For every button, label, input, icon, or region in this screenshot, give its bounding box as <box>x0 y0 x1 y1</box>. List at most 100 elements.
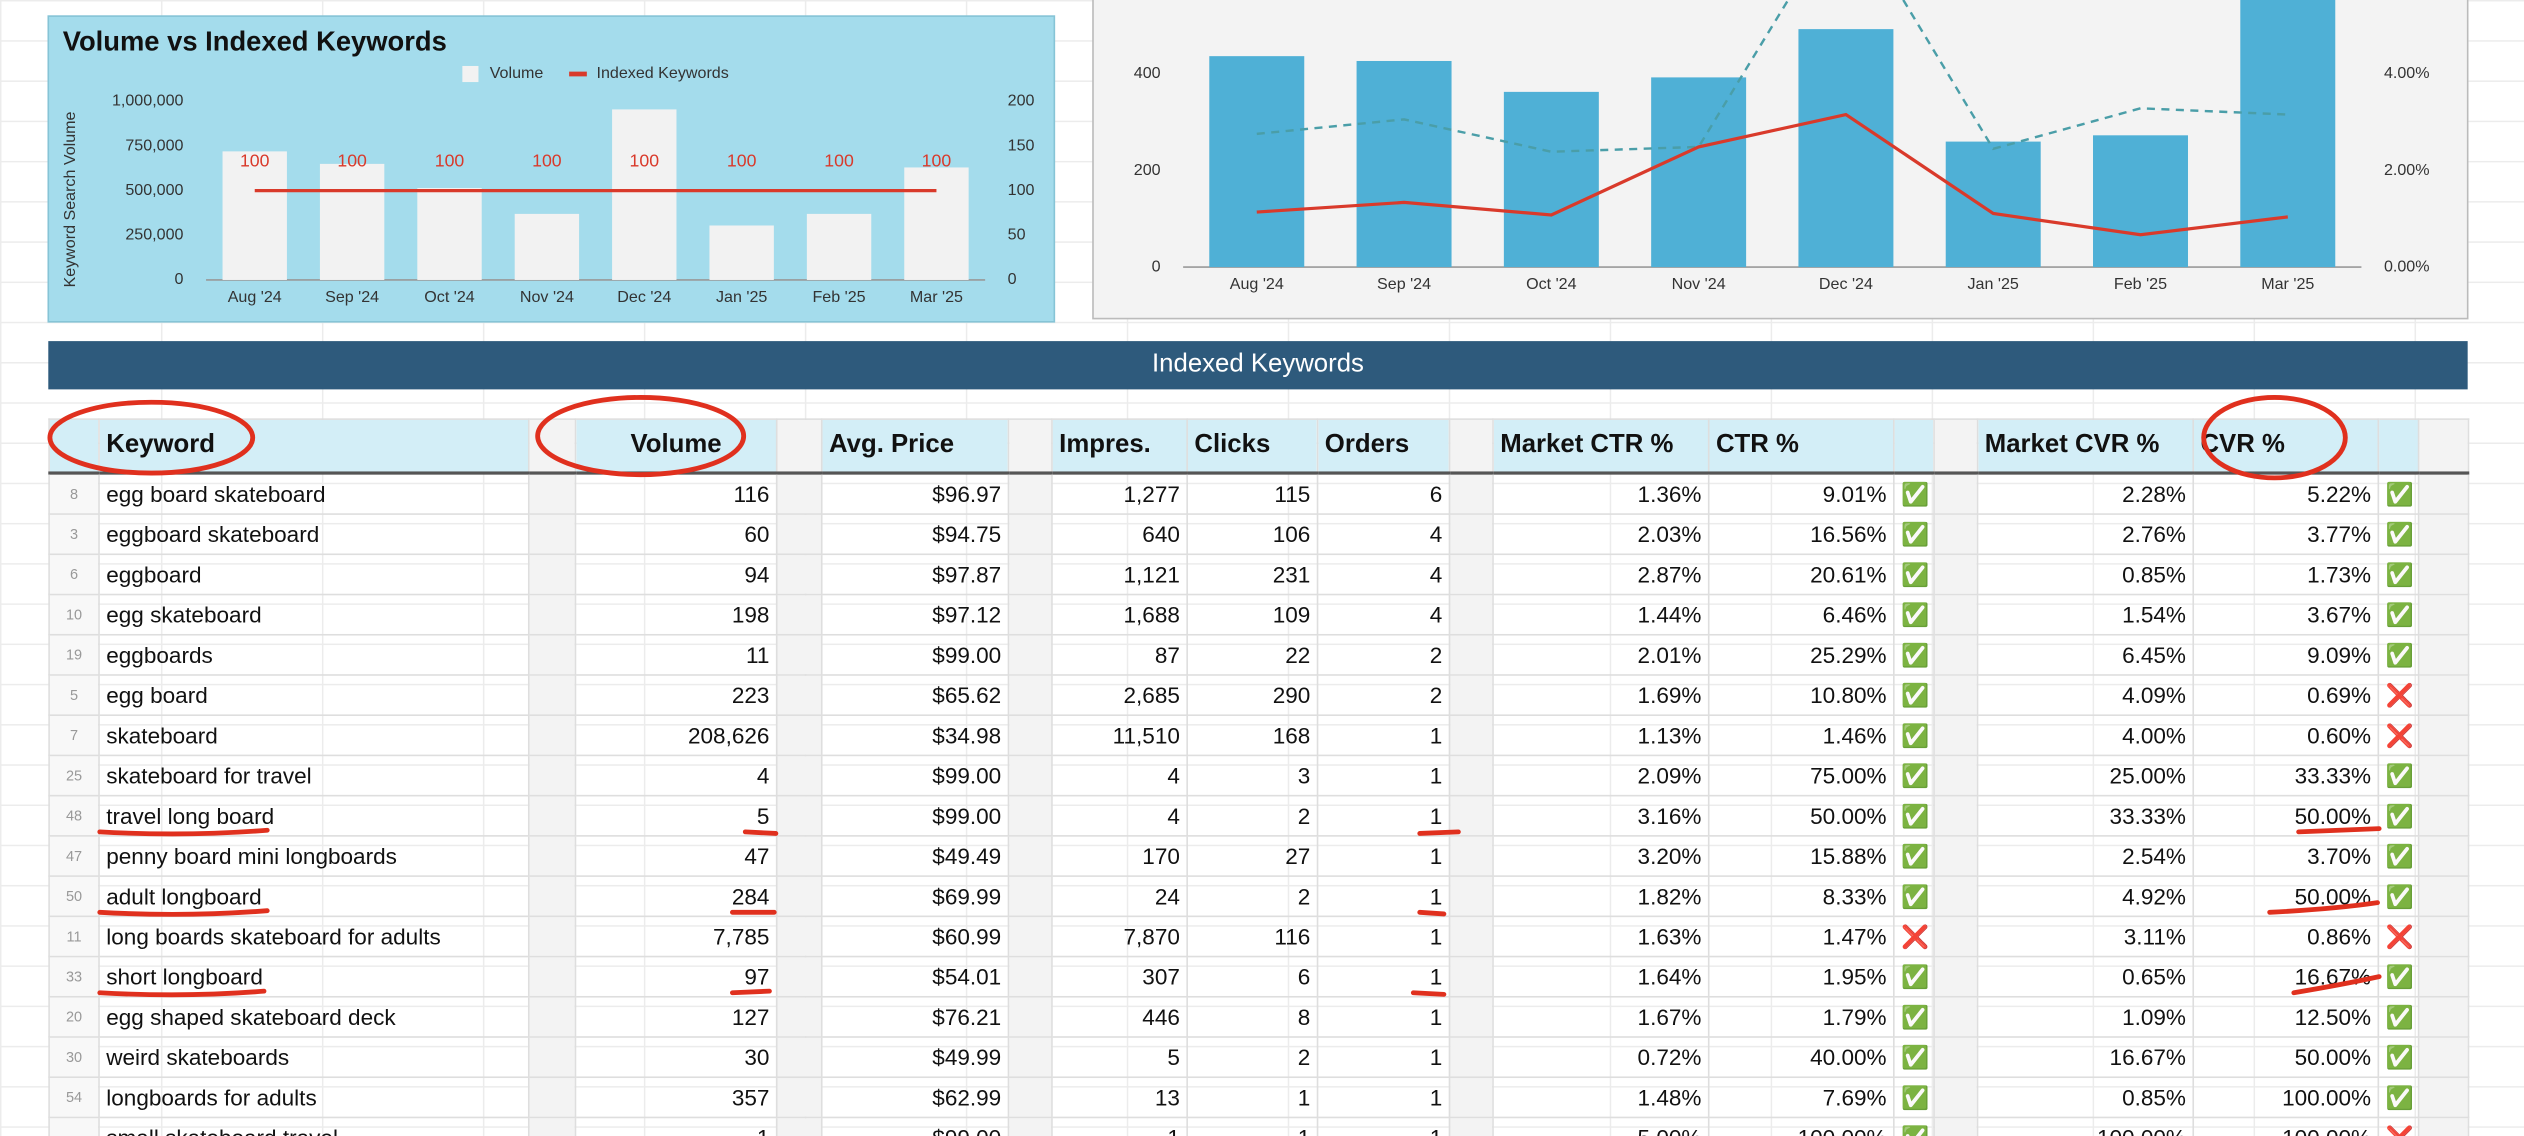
table-row: 20 egg shaped skateboard deck 127 $76.21 446… <box>48 995 2470 1038</box>
cell: 1.13% <box>1492 714 1710 757</box>
cell: $34.98 <box>820 714 1010 757</box>
status-icon: ✅ <box>2377 754 2420 797</box>
line <box>1256 112 2288 237</box>
cell: $97.12 <box>820 593 1010 636</box>
empty-cell <box>775 472 823 515</box>
cell: $62.99 <box>820 1076 1010 1119</box>
header-cell <box>775 418 823 475</box>
row-number: 11 <box>48 915 100 958</box>
empty-cell <box>1007 472 1053 515</box>
empty-cell <box>775 1116 823 1136</box>
cell: 1 <box>1316 1116 1451 1136</box>
empty-cell <box>1448 915 1494 958</box>
cell: 1 <box>1316 754 1451 797</box>
cell: 1 <box>1316 794 1451 837</box>
cell: 0.65% <box>1976 955 2195 998</box>
empty-cell <box>1007 915 1053 958</box>
empty-cell <box>1933 794 1979 837</box>
empty-cell <box>1448 754 1494 797</box>
empty-cell <box>1007 714 1053 757</box>
empty-cell <box>1448 955 1494 998</box>
row-number: 10 <box>48 593 100 636</box>
status-icon: ✅ <box>1893 633 1935 676</box>
empty-cell <box>1007 995 1053 1038</box>
empty-cell <box>527 633 577 676</box>
legend-label: Volume <box>490 64 544 82</box>
cell: egg skateboard <box>98 593 530 636</box>
empty-cell <box>1448 1036 1494 1079</box>
status-icon: ✅ <box>1893 955 1935 998</box>
cell: 20.61% <box>1707 553 1895 596</box>
empty-cell <box>775 593 823 636</box>
cell: 11,510 <box>1051 714 1188 757</box>
cell: 2.01% <box>1492 633 1710 676</box>
empty-cell <box>527 513 577 556</box>
cell: 115 <box>1186 472 1319 515</box>
status-icon: ✅ <box>2377 1036 2420 1079</box>
empty-cell <box>2417 955 2470 998</box>
empty-cell <box>2417 995 2470 1038</box>
cell: 109 <box>1186 593 1319 636</box>
status-icon: ✅ <box>1893 875 1935 918</box>
empty-cell <box>527 794 577 837</box>
cell: 3.16% <box>1492 794 1710 837</box>
empty-cell <box>2417 633 2470 676</box>
x-tick-label: Oct '24 <box>1526 275 1577 293</box>
cell: 3.77% <box>2192 513 2380 556</box>
cell: 357 <box>574 1076 778 1119</box>
empty-cell <box>1007 875 1053 918</box>
cell: $54.01 <box>820 955 1010 998</box>
bar <box>1356 60 1452 268</box>
cell: 5 <box>1051 1036 1188 1079</box>
empty-cell <box>527 995 577 1038</box>
cell: 1.47% <box>1707 915 1895 958</box>
cell: long boards skateboard for adults <box>98 915 530 958</box>
empty-cell <box>1933 472 1979 515</box>
header-cell <box>48 418 100 475</box>
cell: $69.99 <box>820 875 1010 918</box>
empty-cell <box>1448 835 1494 877</box>
chart-title: Volume vs Indexed Keywords <box>63 26 447 57</box>
bar <box>709 225 774 280</box>
empty-cell <box>1933 835 1979 877</box>
cell: 2.09% <box>1492 754 1710 797</box>
charts: Volume vs Indexed Keywords Keyword Searc… <box>47 0 2469 323</box>
empty-cell <box>1933 915 1979 958</box>
cell: 50.00% <box>1707 794 1895 837</box>
status-icon: ✅ <box>2377 995 2420 1038</box>
table-row: 50 adult longboard 284 $69.99 24 2 1 1.82% 8.33%… <box>48 875 2470 918</box>
cell: 3.11% <box>1976 915 2195 958</box>
empty-cell <box>1448 633 1494 676</box>
empty-cell <box>1448 794 1494 837</box>
cell: 2 <box>1316 674 1451 717</box>
empty-cell <box>775 875 823 918</box>
cell: 13 <box>1051 1076 1188 1119</box>
empty-cell <box>1007 553 1053 596</box>
data-label: 100 <box>240 150 270 170</box>
cell: 307 <box>1051 955 1188 998</box>
empty-cell <box>1933 875 1979 918</box>
status-icon: ✅ <box>1893 472 1935 515</box>
header-cell <box>1933 418 1979 475</box>
empty-cell <box>1448 674 1494 717</box>
cell: 60 <box>574 513 778 556</box>
x-tick-label: Dec '24 <box>1819 275 1873 293</box>
cell: 1.63% <box>1492 915 1710 958</box>
cell: 16.67% <box>2192 955 2380 998</box>
cell: 3 <box>1186 754 1319 797</box>
cell: 100.00% <box>2192 1076 2380 1119</box>
cell: $94.75 <box>820 513 1010 556</box>
cell: 127 <box>574 995 778 1038</box>
empty-cell <box>2417 1116 2470 1136</box>
cell: 47 <box>574 835 778 877</box>
empty-cell <box>1007 513 1053 556</box>
empty-cell <box>1007 593 1053 636</box>
empty-cell <box>1448 1116 1494 1136</box>
empty-cell <box>1448 714 1494 757</box>
empty-cell <box>775 955 823 998</box>
cell: 4 <box>1051 794 1188 837</box>
header-cell <box>527 418 577 475</box>
cell: weird skateboards <box>98 1036 530 1079</box>
cell: 4.09% <box>1976 674 2195 717</box>
